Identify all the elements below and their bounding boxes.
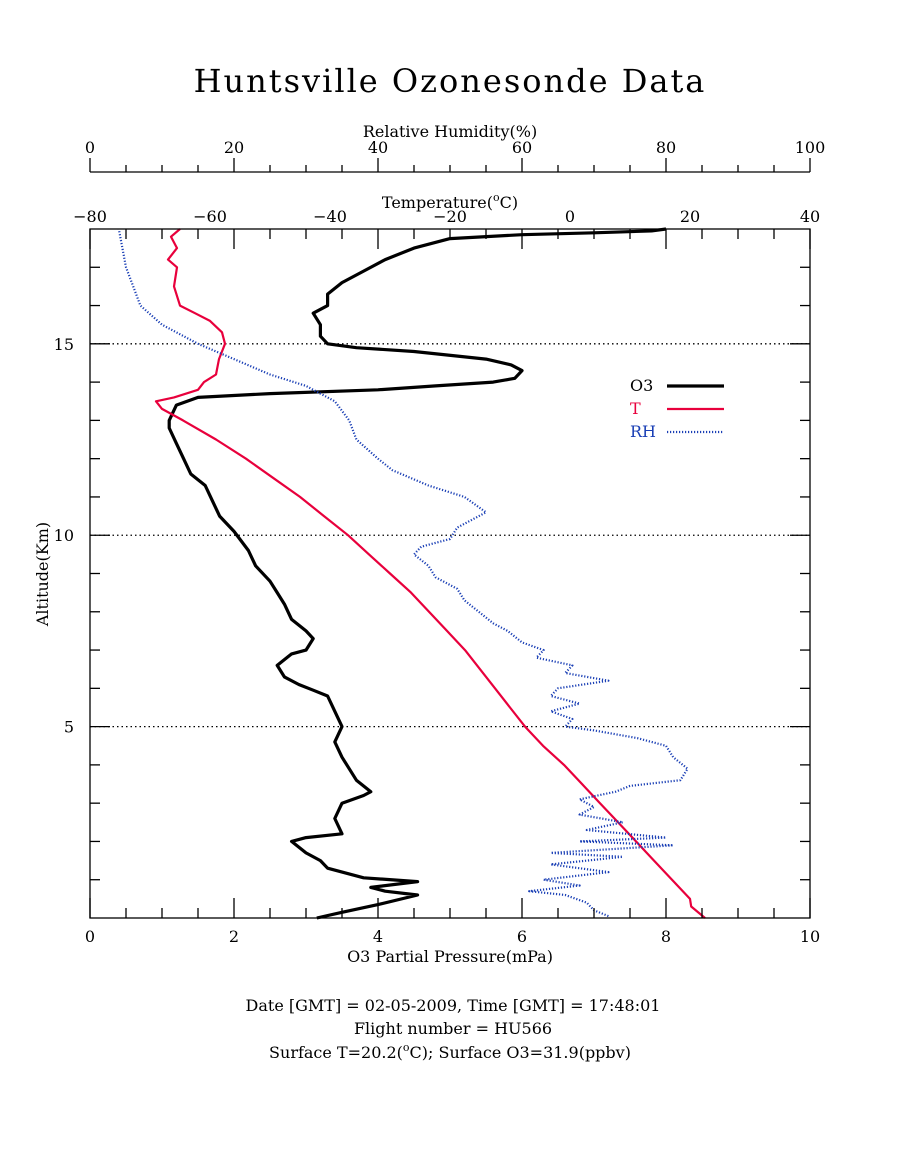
chart-title: Huntsville Ozonesonde Data [194, 62, 707, 100]
legend-label-o3: O3 [630, 376, 653, 395]
rh-tick-label: 40 [368, 138, 388, 157]
rh-tick-label: 0 [85, 138, 95, 157]
footer-date-time: Date [GMT] = 02-05-2009, Time [GMT] = 17… [246, 996, 661, 1015]
legend: O3 T RH [630, 376, 724, 441]
altitude-axis-label: Altitude(Km) [33, 522, 52, 627]
temperature-tick-label: 40 [800, 207, 820, 226]
legend-label-rh: RH [630, 422, 656, 441]
rh-axis-label: Relative Humidity(%) [363, 122, 537, 141]
o3-tick-label: 0 [85, 927, 95, 946]
rh-tick-label: 20 [224, 138, 244, 157]
legend-label-t: T [630, 399, 641, 418]
y-tick-label: 10 [54, 526, 74, 545]
temperature-tick-label: 20 [680, 207, 700, 226]
o3-tick-label: 10 [800, 927, 820, 946]
series-line-rh [117, 228, 689, 918]
y-tick-label: 15 [54, 335, 74, 354]
o3-tick-label: 4 [373, 927, 383, 946]
o3-tick-label: 6 [517, 927, 527, 946]
data-series [117, 227, 706, 920]
plot-frame [89, 228, 811, 919]
o3-tick-label: 2 [229, 927, 239, 946]
temperature-tick-label: −60 [193, 207, 227, 226]
temperature-axis-label: Temperature(oC) [382, 191, 518, 212]
y-tick-label: 5 [64, 718, 74, 737]
axes: 5 10 15 0 2 4 6 8 10 −80 −60 −40 −20 0 20 40 0 20 40 60 80 10… [54, 138, 826, 946]
series-line-o3 [167, 227, 667, 920]
temperature-tick-label: 0 [565, 207, 575, 226]
temperature-tick-label: −20 [433, 207, 467, 226]
reference-lines [90, 343, 810, 728]
footer-flight-number: Flight number = HU566 [354, 1019, 552, 1038]
rh-tick-label: 80 [656, 138, 676, 157]
series-line-t [154, 228, 706, 919]
temperature-tick-label: −40 [313, 207, 347, 226]
o3-tick-label: 8 [661, 927, 671, 946]
temperature-tick-label: −80 [73, 207, 107, 226]
rh-tick-label: 100 [795, 138, 826, 157]
footer-surface-values: Surface T=20.2(oC); Surface O3=31.9(ppbv… [269, 1041, 631, 1062]
o3-axis-label: O3 Partial Pressure(mPa) [347, 947, 553, 966]
rh-tick-label: 60 [512, 138, 532, 157]
